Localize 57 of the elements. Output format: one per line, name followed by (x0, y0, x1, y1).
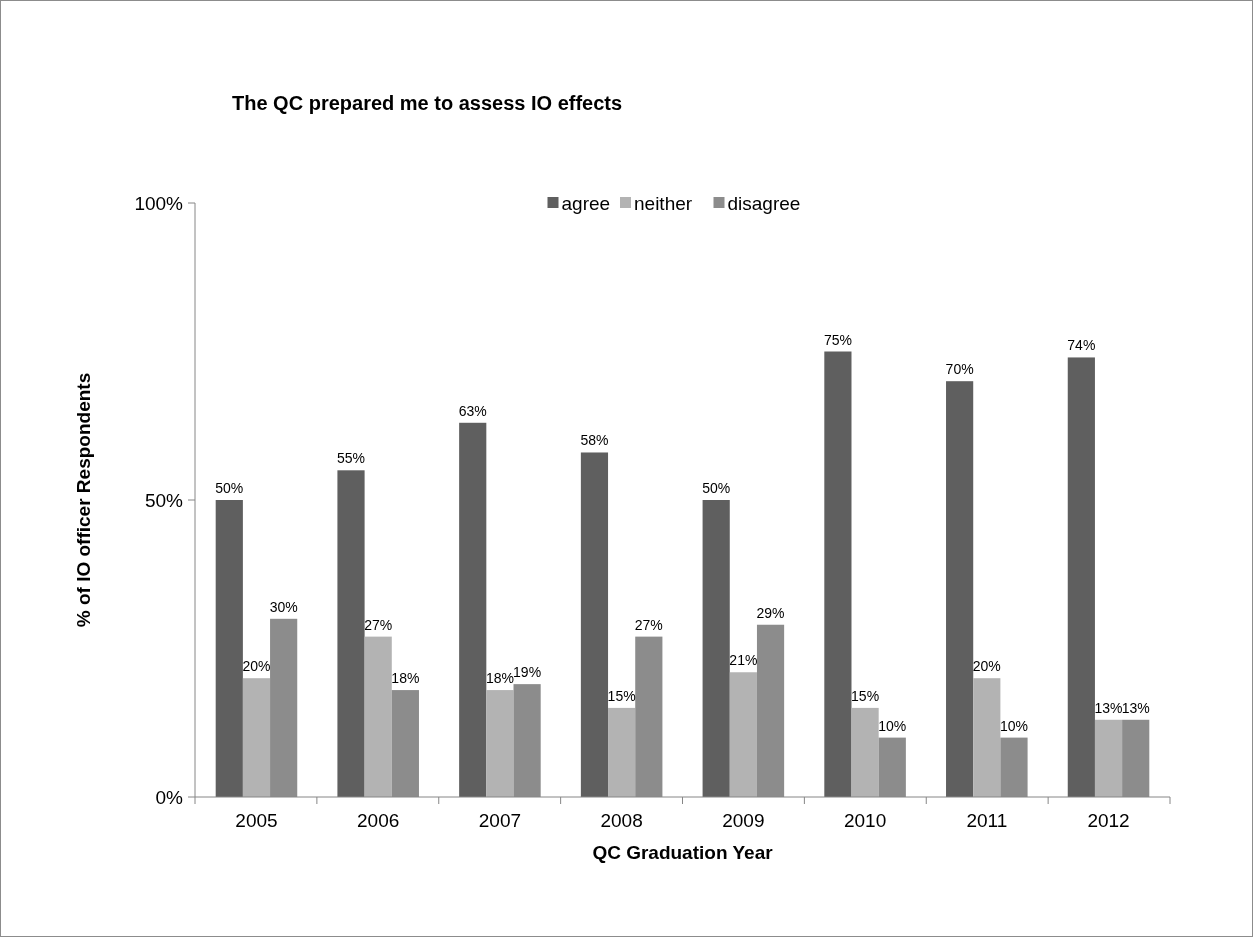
x-tick-label: 2012 (1087, 810, 1130, 831)
data-label: 10% (878, 717, 907, 734)
bar (580, 452, 609, 797)
y-axis-title: % of IO officer Respondents (73, 372, 94, 628)
x-axis-title: QC Graduation Year (592, 842, 774, 863)
bar (215, 500, 243, 797)
data-label: 30% (269, 598, 298, 615)
data-label: 15% (607, 687, 636, 704)
data-label: 13% (1121, 699, 1150, 716)
legend-label: agree (561, 192, 611, 214)
bar (729, 672, 757, 797)
data-label: 29% (756, 604, 785, 621)
bar (1067, 357, 1095, 797)
y-tick-label: 50% (144, 489, 184, 511)
x-tick-label: 2005 (235, 810, 278, 831)
data-label: 13% (1094, 699, 1123, 716)
data-label: 58% (580, 432, 609, 449)
x-tick-label: 2011 (966, 810, 1008, 831)
data-label: 18% (391, 670, 420, 687)
bar (242, 678, 271, 797)
data-label: 63% (458, 402, 487, 419)
data-label: 75% (823, 331, 852, 348)
bar (364, 636, 392, 797)
x-tick-label: 2008 (600, 810, 643, 831)
data-label: 20% (242, 658, 271, 675)
legend-label: neither (634, 192, 693, 214)
bar (824, 351, 852, 797)
x-tick-label: 2010 (843, 810, 887, 831)
chart-title: The QC prepared me to assess IO effects (232, 92, 623, 114)
data-label: 70% (945, 361, 974, 378)
data-label: 50% (702, 480, 731, 496)
bar (486, 690, 514, 797)
data-label: 74% (1067, 337, 1096, 354)
data-label: 21% (729, 652, 758, 669)
bar (973, 678, 1001, 797)
bar (851, 707, 879, 797)
data-label: 27% (634, 616, 663, 633)
x-tick-label: 2009 (722, 810, 765, 831)
x-tick-label: 2006 (357, 810, 400, 831)
bar (702, 500, 730, 797)
bar (459, 422, 487, 797)
data-label: 19% (513, 664, 542, 681)
data-label: 10% (999, 717, 1029, 734)
bar (608, 707, 636, 797)
data-label: 18% (485, 670, 514, 687)
bar (1094, 719, 1123, 797)
data-label: 20% (972, 658, 1001, 675)
legend-label: disagree (727, 192, 801, 214)
y-tick-label: 0% (155, 786, 184, 808)
x-tick-label: 2007 (478, 810, 522, 831)
bar (337, 470, 365, 797)
data-label: 15% (851, 687, 880, 704)
bar (946, 381, 974, 797)
y-tick-label: 100% (134, 192, 184, 214)
data-label: 55% (336, 450, 366, 467)
data-label: 27% (364, 616, 393, 633)
data-label: 50% (215, 480, 244, 496)
